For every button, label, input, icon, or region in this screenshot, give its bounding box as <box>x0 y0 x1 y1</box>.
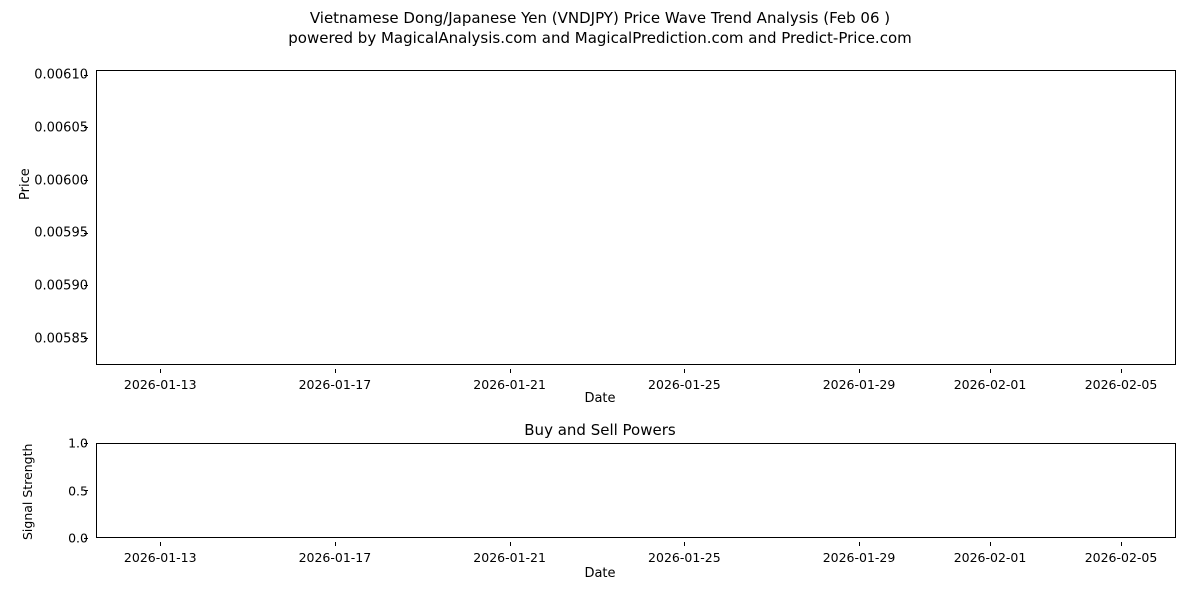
price-x-tick-label: 2026-01-17 <box>298 377 372 392</box>
bar-y-tick-mark <box>84 490 88 491</box>
price-x-tick-mark <box>509 369 511 373</box>
bar-y-tick-mark <box>84 442 88 444</box>
price-plot-frame <box>96 70 1176 365</box>
price-x-tick-mark <box>160 369 162 373</box>
bar-x-tick-label: 2026-01-13 <box>123 550 197 565</box>
buy-sell-powers-chart: MagicalAnalysis.comMagicalPrediction.com <box>96 443 1176 538</box>
price-axis-x-ticks: 2026-01-13 2026-01-17 2026-01-21 2026-01-25… <box>96 369 1176 392</box>
bar-y-tick-label: 1.0 <box>68 435 88 451</box>
bar-chart-title: Buy and Sell Powers <box>524 421 676 439</box>
price-y-tick-label: 0.00610 <box>34 67 88 83</box>
bar-x-tick-mark <box>509 542 511 546</box>
bar-x-tick-label: 2026-02-05 <box>1084 550 1158 565</box>
bar-y-tick-label: 0.5 <box>68 483 88 498</box>
price-axis-y-ticks: 0.00585 0.00590 0.00595 0.00600 0.00605 0.006… <box>0 67 88 365</box>
price-axis-x-label: Date <box>584 391 616 406</box>
bar-plot-frame <box>96 443 1176 538</box>
chart-title-line-1: Vietnamese Dong/Japanese Yen (VNDJPY) Pr… <box>309 9 891 27</box>
bar-x-tick-mark <box>859 542 861 546</box>
bar-x-tick-label: 2026-02-01 <box>953 550 1027 565</box>
bar-x-tick-label: 2026-01-21 <box>473 550 546 565</box>
price-y-tick-mark <box>84 180 88 182</box>
price-x-tick-label: 2026-01-29 <box>822 377 896 392</box>
bar-x-tick-mark <box>160 542 162 546</box>
price-y-tick-label: 0.00595 <box>34 225 88 241</box>
bar-x-tick-label: 2026-01-29 <box>822 550 896 565</box>
price-y-tick-mark <box>84 127 88 129</box>
price-x-tick-mark <box>859 369 861 373</box>
price-x-tick-label: 2026-01-13 <box>123 377 197 392</box>
price-y-tick-label: 0.00590 <box>34 278 88 294</box>
price-y-tick-mark <box>84 74 88 76</box>
price-y-tick-label: 0.00600 <box>34 173 88 189</box>
price-y-tick-mark <box>84 232 88 234</box>
price-y-tick-mark <box>84 338 88 340</box>
bar-x-tick-label: 2026-01-25 <box>648 550 721 565</box>
price-y-tick-label: 0.00605 <box>34 120 88 136</box>
bar-axis-x-ticks: 2026-01-13 2026-01-17 2026-01-21 2026-01-25… <box>96 542 1176 565</box>
bar-axis-x-label: Date <box>584 566 616 581</box>
bar-y-tick-mark <box>84 537 88 539</box>
chart-title-block: Vietnamese Dong/Japanese Yen (VNDJPY) Pr… <box>0 8 1200 48</box>
price-x-tick-label: 2026-01-21 <box>473 377 546 392</box>
price-x-tick-label: 2026-01-25 <box>648 377 721 392</box>
price-x-tick-mark <box>334 369 336 373</box>
price-wave-chart: MagicalAnalysis.comMagicalPrediction.com… <box>96 70 1176 365</box>
bar-x-tick-mark <box>1121 542 1123 546</box>
price-y-tick-label: 0.00585 <box>34 331 88 347</box>
bar-x-tick-mark <box>990 542 992 546</box>
chart-title-line-2: powered by MagicalAnalysis.com and Magic… <box>288 29 912 47</box>
price-x-tick-mark <box>1121 369 1123 373</box>
bar-x-tick-label: 2026-01-17 <box>298 550 372 565</box>
bar-axis-y-ticks: 0.0 0.5 1.0 <box>0 436 88 546</box>
bar-x-tick-mark <box>334 542 336 546</box>
bar-x-tick-mark <box>684 542 686 546</box>
price-x-tick-label: 2026-02-05 <box>1084 377 1158 392</box>
price-x-tick-label: 2026-02-01 <box>953 377 1027 392</box>
price-x-tick-mark <box>990 369 992 373</box>
bar-y-tick-label: 0.0 <box>68 530 88 546</box>
price-y-tick-mark <box>84 285 88 287</box>
price-x-tick-mark <box>684 369 686 373</box>
